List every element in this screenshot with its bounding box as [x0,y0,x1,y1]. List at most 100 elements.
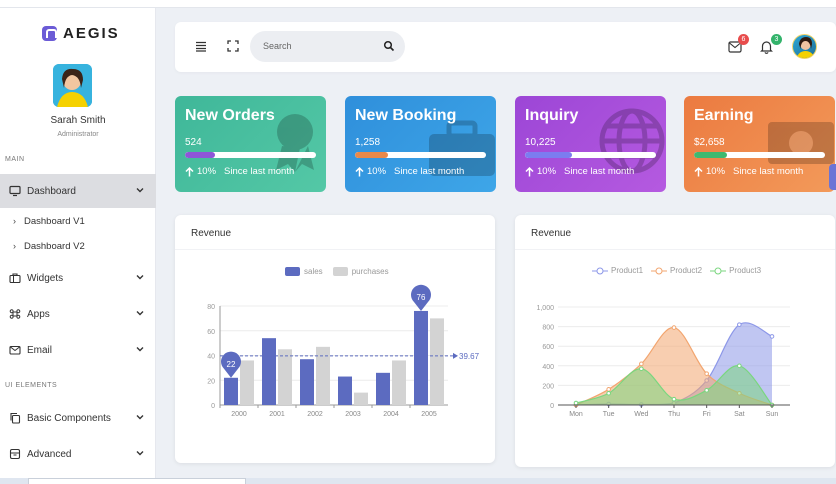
bar-purchases[interactable] [278,349,292,405]
user-avatar[interactable] [792,34,817,59]
sidebar-subitem-label: Dashboard V1 [24,215,85,227]
stat-progress [355,152,486,158]
legend-swatch-sales[interactable] [285,267,300,276]
point-Product2[interactable] [704,371,709,376]
stat-card-inquiry[interactable]: Inquiry 10,225 10% Since last month [515,96,666,192]
fullscreen-icon[interactable] [227,40,239,52]
stat-progress-fill [185,152,216,158]
marker-label: 22 [227,360,236,369]
point-Product3[interactable] [573,400,579,406]
point-Product3[interactable] [639,366,644,372]
award-icon [276,114,314,172]
bar-sales[interactable] [262,338,276,405]
search-icon[interactable] [383,40,395,52]
legend-swatch-purchases[interactable] [332,267,348,276]
x-tick-label: Fri [703,411,712,418]
bar-purchases[interactable] [430,318,444,405]
bar-purchases[interactable] [240,360,254,405]
point-Product2[interactable] [639,361,644,367]
x-tick-label: 2003 [345,411,361,418]
stat-value: 524 [185,137,202,148]
marker-pin[interactable] [411,284,432,311]
revenue-bar-card: Revenue sales purchases 0 20 40 60 80 2000 200… [175,215,495,463]
legend-marker-product2[interactable] [651,267,668,275]
bottom-tab [28,478,246,484]
y-tick-label: 600 [542,344,554,351]
point-Product1[interactable] [769,334,775,339]
point-Product3[interactable] [606,390,611,396]
sidebar-item-basic-components[interactable]: Basic Components [0,401,156,435]
bar-sales[interactable] [224,377,238,405]
point-Product2[interactable] [671,325,677,330]
point-Product3[interactable] [704,388,709,393]
legend-label-product1[interactable]: Product1 [611,266,644,275]
stat-since: Since last month [394,166,465,177]
mail-icon [9,344,21,356]
command-icon [9,308,21,320]
point-Product3[interactable] [737,363,742,369]
stat-change: 10% [197,166,217,177]
bar-purchases[interactable] [392,360,406,405]
sidebar-item-email[interactable]: Email [0,333,156,367]
stat-footer: 10% Since last month [355,166,464,177]
bar-purchases[interactable] [316,346,330,405]
bar-sales[interactable] [414,310,428,405]
settings-panel-toggle[interactable] [829,164,836,190]
stat-card-earning[interactable]: Earning $2,658 10% Since last month [684,96,835,192]
brand[interactable]: AEGIS [42,25,120,42]
bar-purchases[interactable] [354,392,368,405]
legend-label-product2[interactable]: Product2 [670,266,703,275]
sidebar-subitem-label: Dashboard V2 [24,240,85,252]
stat-card-new-orders[interactable]: New Orders 524 10% Since last month [175,96,326,192]
stat-progress [185,152,316,158]
section-label-main: MAIN [5,156,25,163]
y-tick-label: 400 [542,364,554,371]
mail-icon[interactable] [728,41,742,53]
y-tick-label: 60 [207,329,215,336]
bar-sales[interactable] [300,359,314,405]
browser-top-strip [0,0,836,8]
stat-title: New Orders [185,107,275,124]
y-tick-label: 40 [207,354,215,361]
section-label-ui-elements: UI ELEMENTS [5,382,58,389]
y-tick-label: 80 [207,304,215,311]
stat-card-new-booking[interactable]: New Booking 1,258 10% Since last month [345,96,496,192]
sidebar-item-label: Basic Components [27,412,111,424]
browser-bottom-strip [0,478,836,484]
point-Product2[interactable] [606,387,611,392]
sidebar-item-label: Dashboard [27,185,76,197]
revenue-bar-chart: 0 20 40 60 80 2000 2001 2002 2003 2004 2005 39.67 22… [207,284,480,418]
search-input[interactable]: Search [250,31,405,62]
x-tick-label: Tue [603,411,615,418]
sidebar-item-widgets[interactable]: Widgets [0,261,156,295]
bar-sales[interactable] [338,376,352,405]
sidebar-item-apps[interactable]: Apps [0,297,156,331]
legend-marker-product3[interactable] [710,267,727,275]
card-title: Revenue [191,228,232,239]
sidebar-item-advanced[interactable]: Advanced [0,437,156,471]
legend-label-product3[interactable]: Product3 [729,266,762,275]
sidebar-item-dashboard[interactable]: Dashboard [0,174,156,208]
bell-icon[interactable] [760,40,773,54]
legend-label-sales[interactable]: sales [304,267,323,276]
globe-icon [599,108,665,174]
sidebar-subitem-dashboard-v1[interactable]: › Dashboard V1 [0,210,156,232]
menu-icon[interactable] [195,41,207,52]
legend-marker-product1[interactable] [592,267,608,275]
point-Product3[interactable] [671,396,677,402]
point-Product1[interactable] [737,322,742,327]
sidebar-item-label: Apps [27,308,50,320]
stat-since: Since last month [224,166,295,177]
briefcase-icon [9,272,21,284]
sidebar-item-label: Widgets [27,272,64,284]
monitor-icon [9,185,21,197]
stat-progress-fill [355,152,388,158]
stat-title: Earning [694,107,754,124]
revenue-area-card: Revenue Product1 Product2 Product3 0 200 4… [515,215,835,467]
marker-pin[interactable] [221,351,241,378]
sidebar-subitem-dashboard-v2[interactable]: › Dashboard V2 [0,235,156,257]
legend-label-purchases[interactable]: purchases [351,267,389,276]
bar-sales[interactable] [376,372,390,405]
y-tick-label: 1,000 [536,305,554,312]
profile-avatar[interactable] [53,64,92,107]
